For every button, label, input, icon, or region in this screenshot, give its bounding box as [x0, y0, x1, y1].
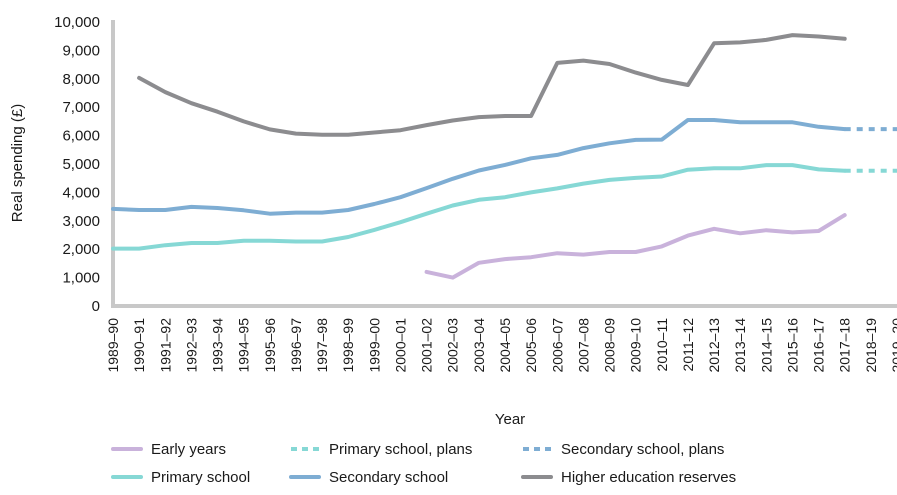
legend-label-secondary-school: Secondary school [329, 469, 448, 486]
y-axis-title: Real spending (£) [9, 104, 26, 222]
series-line-secondary-school [111, 118, 847, 216]
x-tick-label: 1999–00 [366, 318, 382, 373]
x-tick-label: 2018–19 [863, 318, 879, 373]
x-tick-label: 2009–10 [628, 318, 644, 373]
series-line-higher-education-reserves [137, 33, 847, 137]
legend: Early years Primary school, plans Secondar… [111, 441, 736, 486]
x-tick-label: 2011–12 [680, 318, 696, 372]
x-tick-label: 2010–11 [654, 318, 670, 372]
x-tick-label: 1989–90 [105, 318, 121, 373]
x-tick-label: 2006–07 [549, 318, 565, 373]
x-tick-label: 2019–20 [889, 318, 897, 373]
y-tick-label: 7,000 [62, 99, 100, 116]
x-tick-label: 2001–02 [419, 318, 435, 373]
y-tick-label: 2,000 [62, 241, 100, 258]
y-tick-label: 0 [92, 298, 100, 315]
y-tick-label: 8,000 [62, 71, 100, 88]
x-tick-label: 2003–04 [471, 318, 487, 373]
x-tick-label: 1997–98 [314, 318, 330, 373]
x-tick-label: 2008–09 [602, 318, 618, 373]
x-tick-label: 2012–13 [706, 318, 722, 373]
x-tick-label: 2013–14 [732, 318, 748, 373]
x-tick-label: 2017–18 [837, 318, 853, 373]
y-tick-labels: 0 1,000 2,000 3,000 4,000 5,000 6,000 7,000 8,00… [54, 14, 100, 315]
y-tick-label: 5,000 [62, 156, 100, 173]
legend-label-secondary-school-plans: Secondary school, plans [561, 441, 724, 458]
series-line-early-years [424, 213, 847, 280]
y-tick-label: 3,000 [62, 213, 100, 230]
x-tick-label: 2004–05 [497, 318, 513, 373]
x-tick-label: 1991–92 [157, 318, 173, 373]
x-tick-label: 1994–95 [236, 318, 252, 373]
x-tick-label: 2016–17 [811, 318, 827, 373]
legend-label-early-years: Early years [151, 441, 226, 458]
legend-label-primary-school: Primary school [151, 469, 250, 486]
x-tick-label: 1990–91 [131, 318, 147, 373]
x-tick-label: 1992–93 [183, 318, 199, 373]
axes [111, 20, 897, 308]
x-tick-label: 2005–06 [523, 318, 539, 373]
x-tick-label: 2002–03 [445, 318, 461, 373]
x-tick-label: 2014–15 [758, 318, 774, 373]
x-tick-label: 2000–01 [392, 318, 408, 373]
y-tick-label: 1,000 [62, 270, 100, 287]
x-axis-title: Year [495, 411, 525, 428]
x-tick-label: 1993–94 [210, 318, 226, 373]
y-tick-label: 10,000 [54, 14, 100, 31]
legend-label-primary-school-plans: Primary school, plans [329, 441, 472, 458]
series-line-primary-school [111, 163, 847, 251]
x-tick-label: 2015–16 [784, 318, 800, 373]
x-tick-label: 2007–08 [575, 318, 591, 373]
x-tick-label: 1996–97 [288, 318, 304, 373]
x-tick-label: 1998–99 [340, 318, 356, 373]
legend-label-higher-education-reserves: Higher education reserves [561, 469, 736, 486]
x-tick-label: 1995–96 [262, 318, 278, 373]
series-lines [111, 33, 897, 280]
y-tick-label: 9,000 [62, 42, 100, 59]
y-tick-label: 6,000 [62, 128, 100, 145]
y-tick-label: 4,000 [62, 184, 100, 201]
x-tick-labels: 1989–90 1990–91 1991–92 1992–93 1993–94 1994–… [105, 318, 897, 373]
